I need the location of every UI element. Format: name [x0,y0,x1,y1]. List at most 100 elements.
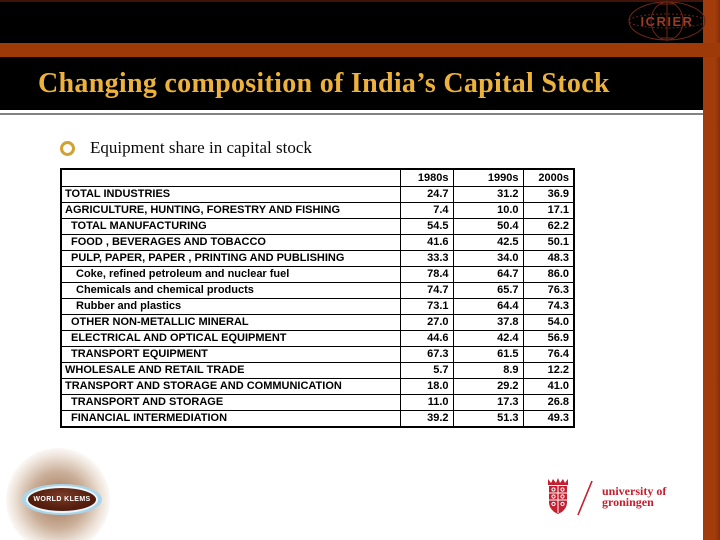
table-row: TRANSPORT AND STORAGE 11.0 17.3 26.8 [60,394,575,411]
value-cell: 62.2 [522,218,575,235]
row-label-cell: TRANSPORT AND STORAGE AND COMMUNICATION [60,378,401,395]
value-cell: 86.0 [522,266,575,283]
row-label-cell: TOTAL MANUFACTURING [60,218,401,235]
row-label-cell: FINANCIAL INTERMEDIATION [60,410,401,428]
row-label-cell: TOTAL INDUSTRIES [60,186,401,203]
table-row: TOTAL MANUFACTURING 54.5 50.4 62.2 [60,218,575,235]
row-label-cell: WHOLESALE AND RETAIL TRADE [60,362,401,379]
row-label-cell: ELECTRICAL AND OPTICAL EQUIPMENT [60,330,401,347]
value-cell: 50.1 [522,234,575,251]
value-cell: 7.4 [399,202,454,219]
row-label-cell: PULP, PAPER, PAPER , PRINTING AND PUBLIS… [60,250,401,267]
groningen-wordmark: university of groningen [602,484,667,509]
value-cell: 34.0 [452,250,524,267]
value-cell: 41.0 [522,378,575,395]
table-row: FINANCIAL INTERMEDIATION 39.2 51.3 49.3 [60,410,575,428]
table-row: ELECTRICAL AND OPTICAL EQUIPMENT 44.6 42.4… [60,330,575,347]
table-row: Coke, refined petroleum and nuclear fuel… [60,266,575,283]
value-cell: 56.9 [522,330,575,347]
row-label-cell: Chemicals and chemical products [60,282,401,299]
value-cell: 36.9 [522,186,575,203]
value-cell: 17.1 [522,202,575,219]
value-cell: 27.0 [399,314,454,331]
value-cell: 26.8 [522,394,575,411]
value-cell: 42.4 [452,330,524,347]
title-band: Changing composition of India’s Capital … [0,57,703,110]
capital-stock-table: 1980s 1990s 2000s TOTAL INDUSTRIES 24.7 31.2… [60,168,575,428]
value-cell: 54.0 [522,314,575,331]
value-cell: 17.3 [452,394,524,411]
value-cell: 78.4 [399,266,454,283]
groningen-slash [577,480,593,516]
value-cell: 8.9 [452,362,524,379]
value-cell: 33.3 [399,250,454,267]
row-label-cell: TRANSPORT AND STORAGE [60,394,401,411]
icrier-logo: ICRIER [628,1,706,41]
page-title: Changing composition of India’s Capital … [38,67,610,99]
world-klems-inner-oval: WORLD KLEMS [26,486,98,513]
row-label-cell: Rubber and plastics [60,298,401,315]
value-cell: 24.7 [399,186,454,203]
horizontal-accent-bar [0,43,720,57]
row-label-cell: FOOD , BEVERAGES AND TOBACCO [60,234,401,251]
table-header-cell [60,168,401,187]
table-row: FOOD , BEVERAGES AND TOBACCO 41.6 42.5 50.1 [60,234,575,251]
value-cell: 50.4 [452,218,524,235]
table-header-row: 1980s 1990s 2000s [60,168,575,187]
value-cell: 41.6 [399,234,454,251]
value-cell: 31.2 [452,186,524,203]
value-cell: 67.3 [399,346,454,363]
value-cell: 48.3 [522,250,575,267]
world-klems-text: WORLD KLEMS [33,496,91,503]
groningen-line2: groningen [602,495,654,509]
groningen-logo: university of groningen [544,476,679,518]
table-row: TOTAL INDUSTRIES 24.7 31.2 36.9 [60,186,575,203]
table-row: OTHER NON-METALLIC MINERAL 27.0 37.8 54.0 [60,314,575,331]
table-row: TRANSPORT EQUIPMENT 67.3 61.5 76.4 [60,346,575,363]
table-row: WHOLESALE AND RETAIL TRADE 5.7 8.9 12.2 [60,362,575,379]
row-label-cell: OTHER NON-METALLIC MINERAL [60,314,401,331]
table-header-cell: 2000s [522,168,575,187]
table-body: TOTAL INDUSTRIES 24.7 31.2 36.9 AGRICULTURE,… [60,186,575,428]
icrier-logo-text: ICRIER [640,14,693,29]
title-divider-line [0,113,703,115]
bullet-text: Equipment share in capital stock [90,138,312,157]
table-header-cell: 1980s [399,168,454,187]
row-label-cell: TRANSPORT EQUIPMENT [60,346,401,363]
bullet-icon [60,140,75,156]
value-cell: 51.3 [452,410,524,428]
table-header: 1980s 1990s 2000s [60,168,575,187]
top-black-band [0,0,703,43]
row-label-cell: Coke, refined petroleum and nuclear fuel [60,266,401,283]
value-cell: 11.0 [399,394,454,411]
value-cell: 42.5 [452,234,524,251]
value-cell: 76.4 [522,346,575,363]
value-cell: 49.3 [522,410,575,428]
right-accent-bar [703,0,720,540]
value-cell: 37.8 [452,314,524,331]
bullet-row: Equipment share in capital stock [60,138,312,158]
value-cell: 61.5 [452,346,524,363]
value-cell: 73.1 [399,298,454,315]
value-cell: 74.3 [522,298,575,315]
groningen-crest-icon [548,478,593,516]
value-cell: 10.0 [452,202,524,219]
table-row: Rubber and plastics 73.1 64.4 74.3 [60,298,575,315]
table-row: AGRICULTURE, HUNTING, FORESTRY AND FISHI… [60,202,575,219]
value-cell: 65.7 [452,282,524,299]
world-klems-logo: WORLD KLEMS [22,484,102,515]
value-cell: 39.2 [399,410,454,428]
table-row: Chemicals and chemical products 74.7 65.7 7… [60,282,575,299]
top-edge-line [0,0,703,2]
groningen-line1: university of [602,484,667,498]
value-cell: 54.5 [399,218,454,235]
value-cell: 76.3 [522,282,575,299]
value-cell: 44.6 [399,330,454,347]
value-cell: 18.0 [399,378,454,395]
value-cell: 29.2 [452,378,524,395]
value-cell: 5.7 [399,362,454,379]
table-header-cell: 1990s [452,168,524,187]
table-row: PULP, PAPER, PAPER , PRINTING AND PUBLIS… [60,250,575,267]
value-cell: 64.7 [452,266,524,283]
